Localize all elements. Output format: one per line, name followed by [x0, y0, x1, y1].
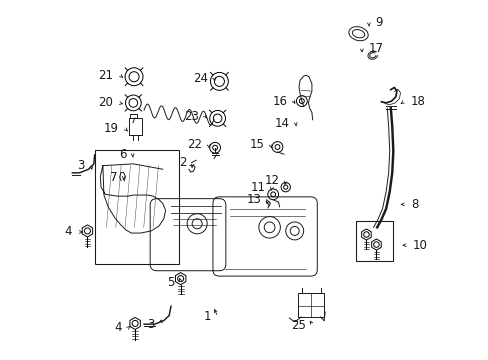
Text: 14: 14: [274, 117, 289, 130]
Text: 20: 20: [98, 96, 112, 109]
Text: 25: 25: [291, 319, 305, 332]
Text: 22: 22: [187, 138, 202, 151]
Text: 1: 1: [203, 310, 211, 324]
Text: 7: 7: [109, 171, 117, 184]
Text: 23: 23: [183, 110, 198, 123]
Text: 18: 18: [409, 95, 424, 108]
Text: 24: 24: [193, 72, 207, 85]
Text: 2: 2: [179, 156, 186, 169]
Text: 12: 12: [264, 174, 279, 187]
Bar: [129, 118, 142, 135]
Text: 4: 4: [114, 321, 122, 334]
Text: 5: 5: [167, 276, 174, 289]
Text: 19: 19: [103, 122, 118, 135]
Text: 9: 9: [375, 17, 382, 30]
Text: 10: 10: [412, 239, 427, 252]
Text: 21: 21: [99, 69, 113, 82]
Text: 3: 3: [146, 318, 154, 331]
Text: 13: 13: [246, 193, 261, 206]
Text: 3: 3: [78, 159, 85, 172]
Bar: [298, 293, 324, 317]
Text: 6: 6: [119, 148, 126, 161]
Bar: [355, 221, 392, 261]
Text: 16: 16: [272, 95, 287, 108]
Text: 17: 17: [367, 41, 383, 54]
Text: 15: 15: [249, 138, 264, 151]
Polygon shape: [100, 166, 165, 233]
Text: 8: 8: [410, 198, 418, 211]
Text: 11: 11: [250, 181, 265, 194]
Bar: [94, 149, 179, 264]
Text: 4: 4: [65, 225, 72, 238]
